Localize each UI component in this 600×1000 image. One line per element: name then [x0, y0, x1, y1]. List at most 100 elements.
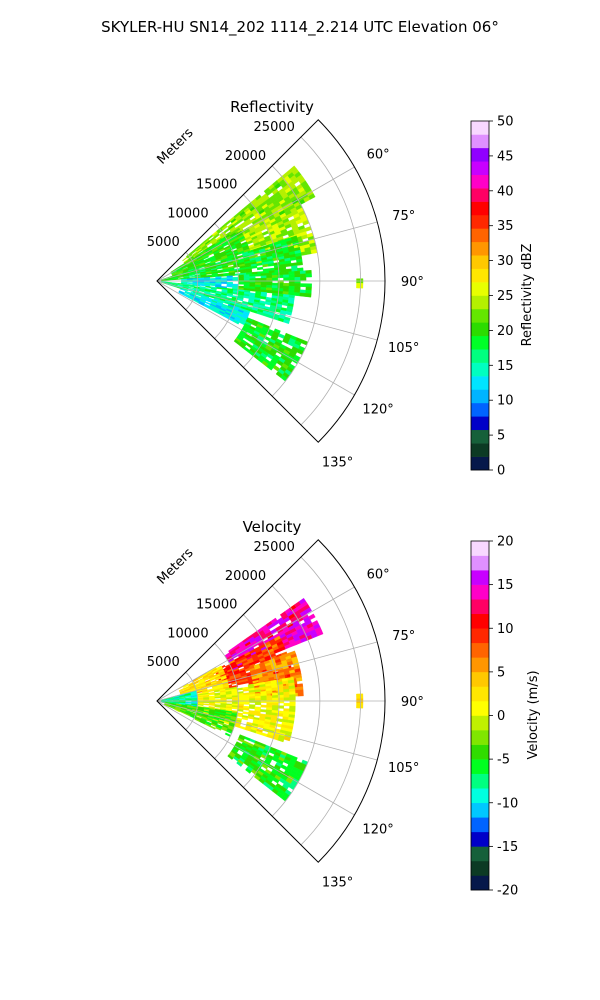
velocity-range-tick-25000: 25000	[254, 540, 295, 555]
velocity-region-4-cell	[283, 694, 290, 698]
figure-suptitle: SKYLER-HU SN14_202 1114_2.214 UTC Elevat…	[101, 18, 499, 37]
velocity-panel: Velocity Meters Velocity (m/s) 5000 10000…	[147, 518, 541, 899]
velocity-region-8-cell	[356, 703, 364, 709]
velocity-region-4-cell	[220, 698, 227, 701]
velocity-region-1-cell	[231, 684, 239, 688]
velocity-region-0-cell	[316, 630, 324, 637]
velocity-region-4-cell	[241, 716, 249, 721]
reflectivity-region-5-cell	[271, 277, 279, 281]
velocity-region-7-cell	[249, 738, 256, 744]
velocity-region-4-cell	[272, 697, 279, 701]
velocity-colorbar-segment-15	[471, 657, 489, 673]
velocity-region-4-cell	[272, 702, 279, 706]
velocity-azimuth-tick-120: 120°	[362, 823, 393, 838]
velocity-region-4-cell	[283, 691, 290, 696]
velocity-azimuth-tick-135: 135°	[322, 876, 353, 891]
reflectivity-colorbar-segment-14	[471, 268, 489, 283]
reflectivity-region-5-cell	[294, 270, 301, 275]
velocity-range-tick-5000: 5000	[147, 655, 180, 670]
reflectivity-region-5-cell	[288, 277, 295, 281]
velocity-region-0-cell	[304, 607, 312, 614]
velocity-colorbar-tick--5: -5	[497, 753, 510, 768]
reflectivity-region-5-cell	[300, 273, 307, 278]
velocity-colorbar-tick-15: 15	[497, 578, 514, 593]
reflectivity-azimuth-tick-135: 135°	[322, 456, 353, 471]
reflectivity-region-7-cell	[233, 319, 240, 325]
velocity-region-4-cell	[243, 698, 250, 701]
velocity-region-7-cell	[245, 767, 252, 774]
reflectivity-region-5-cell	[283, 277, 290, 281]
velocity-azimuth-tick-105: 105°	[388, 761, 419, 776]
velocity-colorbar-segment-0	[471, 875, 489, 891]
reflectivity-region-4-cell	[186, 281, 194, 283]
velocity-region-4-cell	[271, 687, 278, 691]
reflectivity-region-6-cell	[283, 319, 290, 325]
velocity-colorbar-segment-14	[471, 671, 489, 687]
reflectivity-region-5-cell	[294, 283, 301, 287]
velocity-colorbar-tick-0: 0	[497, 709, 505, 724]
reflectivity-region-5-cell	[243, 278, 250, 281]
velocity-region-4-cell	[266, 702, 273, 706]
velocity-range-tick-15000: 15000	[196, 598, 237, 613]
reflectivity-colorbar-tick-5: 5	[497, 429, 505, 444]
velocity-region-4-cell	[266, 697, 273, 701]
reflectivity-colorbar-segment-20	[471, 188, 489, 202]
velocity-colorbar-segment-11	[471, 715, 489, 731]
reflectivity-colorbar: 0 5 10 15 20 25 30 35 40 45 50	[470, 115, 514, 479]
velocity-region-6-cell	[215, 726, 222, 731]
reflectivity-region-5-cell	[283, 274, 290, 278]
reflectivity-colorbar-segment-9	[471, 335, 489, 350]
velocity-colorbar-tick-10: 10	[497, 622, 514, 637]
velocity-azimuth-spoke-105	[156, 700, 378, 761]
velocity-region-4-cell	[260, 697, 267, 701]
velocity-region-1-cell	[278, 646, 286, 652]
reflectivity-region-9-cell	[356, 283, 364, 289]
reflectivity-region-5-cell	[288, 285, 295, 290]
reflectivity-region-5-cell	[243, 276, 250, 279]
reflectivity-region-5-cell	[254, 273, 262, 277]
reflectivity-title: Reflectivity	[230, 98, 314, 116]
reflectivity-azimuth-tick-90: 90°	[401, 275, 424, 290]
reflectivity-region-4-cell	[232, 278, 239, 281]
reflectivity-colorbar-segment-8	[471, 349, 489, 363]
reflectivity-region-8-cell	[266, 364, 274, 371]
reflectivity-region-3-cell	[256, 266, 264, 271]
velocity-title: Velocity	[243, 518, 302, 536]
velocity-sector-frame	[156, 539, 386, 863]
reflectivity-azimuth-spoke-75	[156, 221, 378, 282]
reflectivity-colorbar-segment-3	[471, 416, 489, 431]
reflectivity-region-1-cell	[261, 230, 269, 236]
reflectivity-region-5-cell	[300, 276, 307, 281]
velocity-colorbar-segment-1	[471, 860, 489, 876]
velocity-region-7-cell	[227, 754, 234, 760]
reflectivity-region-3-cell	[285, 263, 292, 267]
velocity-region-7-cell	[236, 761, 243, 767]
velocity-colorbar-tick--20: -20	[497, 884, 518, 899]
reflectivity-colorbar-segment-15	[471, 255, 489, 269]
reflectivity-region-5-cell	[294, 276, 301, 281]
reflectivity-colorbar-segment-25	[471, 121, 489, 135]
reflectivity-panel: Reflectivity Meters Reflectivity dBZ 500…	[147, 98, 535, 479]
velocity-range-tick-20000: 20000	[225, 569, 266, 584]
velocity-region-0-cell	[308, 613, 316, 621]
velocity-region-4-cell	[214, 705, 221, 708]
velocity-region-4-cell	[214, 696, 221, 699]
velocity-azimuth-tick-75: 75°	[392, 629, 415, 644]
reflectivity-region-4-cell	[221, 278, 228, 281]
reflectivity-colorbar-label: Reflectivity dBZ	[520, 244, 535, 347]
reflectivity-region-3-cell	[296, 261, 303, 266]
reflectivity-region-2-cell	[202, 255, 209, 260]
reflectivity-region-5-cell	[288, 274, 296, 278]
reflectivity-region-2-cell	[239, 237, 246, 243]
reflectivity-region-5-cell	[266, 282, 273, 286]
velocity-region-4-cell	[242, 711, 249, 715]
velocity-colorbar-segment-20	[471, 584, 489, 600]
reflectivity-colorbar-segment-18	[471, 214, 489, 229]
velocity-colorbar-label: Velocity (m/s)	[526, 670, 541, 759]
velocity-colorbar-segment-16	[471, 642, 489, 658]
velocity-colorbar-segment-10	[471, 730, 489, 745]
reflectivity-region-2-cell	[233, 227, 241, 233]
reflectivity-region-6-cell	[205, 285, 212, 289]
velocity-region-4-cell	[243, 702, 250, 705]
reflectivity-azimuth-tick-105: 105°	[388, 341, 419, 356]
